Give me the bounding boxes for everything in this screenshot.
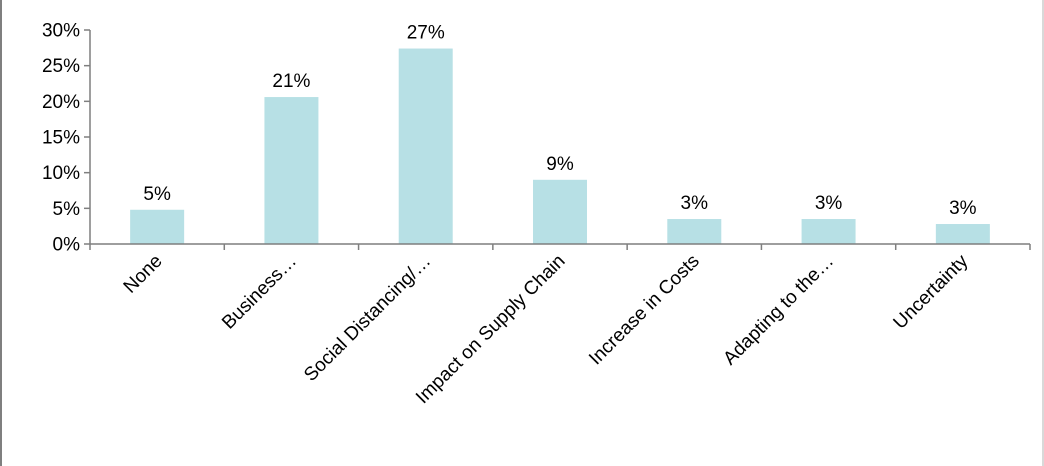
data-label: 9% [546,154,574,175]
bar [801,219,856,244]
x-axis [89,243,1031,250]
bar [935,224,990,244]
category-label: Business… [218,251,301,334]
y-tick-label: 20% [42,92,80,113]
category-label: Increase in Costs [585,251,704,370]
y-tick-label: 15% [42,128,80,149]
bar [533,179,587,244]
y-tick-label: 10% [42,163,80,184]
category-labels: None Business… Social Distancing/…Impact o… [120,250,973,408]
data-label: 27% [407,23,445,44]
category-label: Uncertainty [890,250,973,333]
data-label: 21% [272,71,310,92]
y-tick-label: 30% [42,21,80,42]
y-axis: 0% 5% 10% 15% 20% 25% 30% [42,21,91,256]
category-label: Adapting to the… [719,251,838,370]
bar [130,209,185,244]
y-tick-label: 25% [42,56,80,77]
category-label: Social Distancing/… [300,251,435,386]
data-label: 3% [815,193,843,214]
data-labels: 5% 21% 27% 9% 3% 3% 3% [143,23,976,219]
y-tick-label: 0% [53,235,81,256]
data-label: 3% [681,193,709,214]
y-tick-label: 5% [53,199,81,220]
bar [264,97,319,244]
category-label: None [120,251,167,298]
bars [130,48,990,245]
data-label: 5% [143,184,171,205]
bar [398,48,453,245]
category-label: Impact on Supply Chain [412,251,569,408]
bar [667,219,722,244]
data-label: 3% [949,198,977,219]
